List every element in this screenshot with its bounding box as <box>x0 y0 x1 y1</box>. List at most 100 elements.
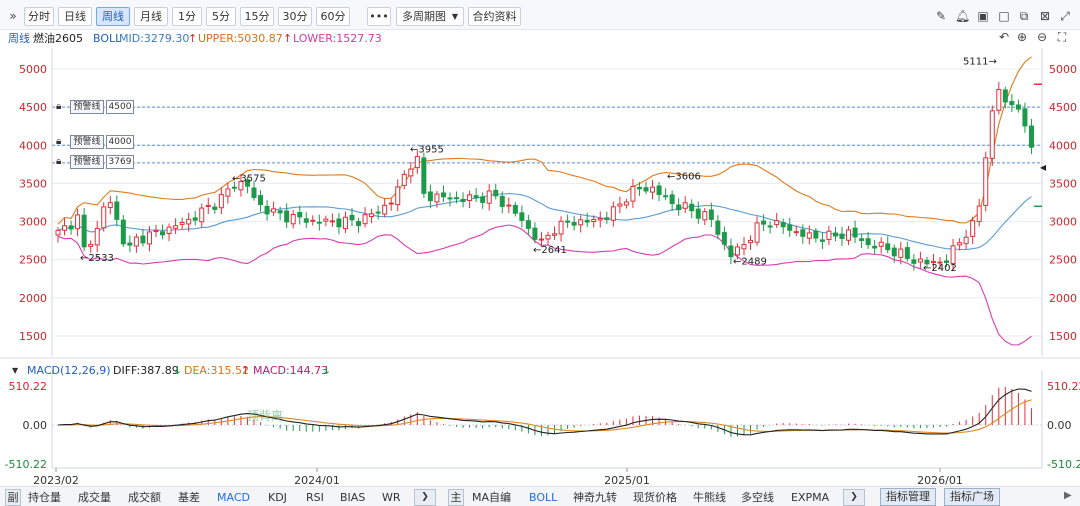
more-periods-button[interactable]: ••• <box>367 7 391 26</box>
main-indicator-tab-1[interactable]: BOLL <box>529 491 558 504</box>
alert-tag: 预警线 <box>70 100 104 115</box>
candle-body <box>297 212 303 218</box>
alert-label[interactable]: 🔒︎ 预警线 3769 <box>56 154 136 169</box>
candle-body <box>107 202 113 208</box>
candle-body <box>591 218 597 223</box>
candle-body <box>512 204 518 214</box>
macd-tick-left: 0.00 <box>23 419 48 432</box>
sub-indicator-tab-0[interactable]: 持仓量 <box>28 491 61 504</box>
price-tick-left: 4500 <box>19 101 47 114</box>
sub-indicator-tab-3[interactable]: 基差 <box>178 491 200 504</box>
period-button-1[interactable]: 日线 <box>58 7 92 26</box>
sub-indicator-tab-5[interactable]: KDJ <box>268 491 287 504</box>
candle-body <box>741 243 747 250</box>
candle-body <box>101 206 107 229</box>
candle-body <box>382 204 388 215</box>
macd-caret-icon[interactable]: ▼ <box>12 366 19 375</box>
alert-tag: 预警线 <box>70 154 104 169</box>
fullscreen-icon[interactable]: ⛶ <box>1057 30 1067 44</box>
expand-icon[interactable]: ⤢ <box>1060 9 1070 23</box>
candle-body <box>904 247 910 259</box>
sub-tabs-next-button[interactable]: ❯ <box>414 489 436 506</box>
candle-body <box>244 179 250 187</box>
candle-body <box>342 216 348 230</box>
price-tick-left: 1500 <box>19 330 47 343</box>
restore-icon[interactable]: ⧉ <box>1019 9 1029 23</box>
main-indicator-tab-5[interactable]: 多空线 <box>741 491 774 504</box>
sub-indicator-tab-8[interactable]: WR <box>382 491 401 504</box>
price-tick-left: 3000 <box>19 216 47 229</box>
collapse-icon[interactable]: » <box>9 9 17 23</box>
sub-indicator-tab-1[interactable]: 成交量 <box>78 491 111 504</box>
candle-body <box>565 220 571 223</box>
sub-indicator-tab-7[interactable]: BIAS <box>340 491 366 504</box>
zoom-out-icon[interactable]: ⊖ <box>1036 30 1048 44</box>
candle-body <box>656 185 662 195</box>
period-button-2[interactable]: 周线 <box>96 7 130 26</box>
boll-bands <box>57 56 1032 346</box>
indicator-manage-button[interactable]: 指标管理 <box>880 488 936 506</box>
candle-body <box>140 235 146 244</box>
sub-indicator-tab-4[interactable]: MACD <box>217 491 250 504</box>
scroll-arrow-icon[interactable]: ▶ <box>1064 490 1072 501</box>
alert-tag: 预警线 <box>70 135 104 150</box>
period-button-7[interactable]: 30分 <box>278 7 312 26</box>
period-button-4[interactable]: 1分 <box>172 7 202 26</box>
alert-bell-icon[interactable]: 🔔︎ <box>955 9 971 23</box>
candle-body <box>761 220 767 225</box>
indicator-square-button[interactable]: 指标广场 <box>944 488 1000 506</box>
candle-body <box>434 193 440 203</box>
contract-info-button[interactable]: 合约资料 <box>468 7 521 26</box>
candle-body <box>81 214 87 248</box>
sub-indicator-tab-6[interactable]: RSI <box>306 491 324 504</box>
candle-body <box>911 259 917 264</box>
candle-body <box>1015 104 1021 110</box>
alert-label[interactable]: 🔒︎ 预警线 4500 <box>56 100 136 115</box>
multi-period-button[interactable]: 多周期图 ▼ <box>396 7 464 26</box>
draw-icon[interactable]: ✎ <box>935 9 947 23</box>
main-tabs-next-button[interactable]: ❯ <box>843 489 865 506</box>
reset-icon[interactable]: ↶ <box>998 30 1010 44</box>
candle-body <box>401 173 407 186</box>
period-button-5[interactable]: 5分 <box>206 7 236 26</box>
price-tick-right: 4500 <box>1049 101 1077 114</box>
main-indicator-tab-3[interactable]: 现货价格 <box>633 491 677 504</box>
candle-body <box>532 227 538 240</box>
candle-body <box>473 195 479 199</box>
candle-body <box>251 187 257 198</box>
price-tick-right: 2000 <box>1049 292 1077 305</box>
time-label: 2026/01 <box>917 474 963 486</box>
candle-body <box>708 209 714 220</box>
last-price-marker-icon <box>1040 164 1046 171</box>
alert-label[interactable]: 🔒︎ 预警线 4000 <box>56 135 136 150</box>
multi-period-label: 多周期图 <box>402 10 446 23</box>
candle-body <box>1022 108 1028 127</box>
sub-indicator-side-label: 副 <box>5 489 21 506</box>
screenshot-icon[interactable]: ▣ <box>977 9 989 23</box>
sub-indicator-tab-2[interactable]: 成交额 <box>128 491 161 504</box>
candle-body <box>989 110 995 159</box>
candle-body <box>114 201 120 220</box>
main-indicator-tab-2[interactable]: 神奇九转 <box>573 491 617 504</box>
candle-body <box>538 238 544 241</box>
period-button-0[interactable]: 分时 <box>24 7 54 26</box>
macd-title[interactable]: MACD(12,26,9) <box>27 364 111 377</box>
candle-body <box>976 205 982 223</box>
main-indicator-tab-6[interactable]: EXPMA <box>791 491 830 504</box>
period-button-3[interactable]: 月线 <box>134 7 168 26</box>
boll-lower-value: LOWER:1527.73 <box>293 32 382 45</box>
candle-body <box>839 233 845 239</box>
main-indicator-tab-0[interactable]: MA自编 <box>472 491 512 504</box>
zoom-in-icon[interactable]: ⊕ <box>1016 30 1028 44</box>
window-icon[interactable]: □ <box>998 9 1010 23</box>
down-arrow-icon: ↓ <box>173 364 183 377</box>
boll-label[interactable]: BOLL <box>93 32 122 45</box>
lock-icon: 🔒︎ <box>56 101 62 113</box>
main-indicator-tab-4[interactable]: 牛熊线 <box>693 491 726 504</box>
kline-chart[interactable]: ←2533 ←3575 ←3955 ←2641 ←3606 ←2489 ←2402 5111→… <box>0 48 1080 486</box>
close-icon[interactable]: ⊠ <box>1039 9 1051 23</box>
top-toolbar: » 分时 日线 周线 月线 1分 5分 15分 30分 60分 ••• 多周期图 ▼ 合约资料 … <box>0 0 1080 30</box>
period-button-6[interactable]: 15分 <box>240 7 274 26</box>
period-button-8[interactable]: 60分 <box>316 7 350 26</box>
macd-tick-right: 510.22 <box>1047 380 1080 393</box>
